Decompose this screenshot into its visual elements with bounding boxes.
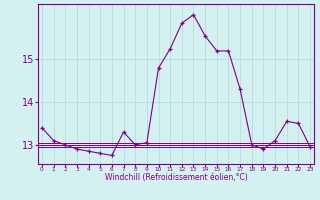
X-axis label: Windchill (Refroidissement éolien,°C): Windchill (Refroidissement éolien,°C) (105, 173, 247, 182)
